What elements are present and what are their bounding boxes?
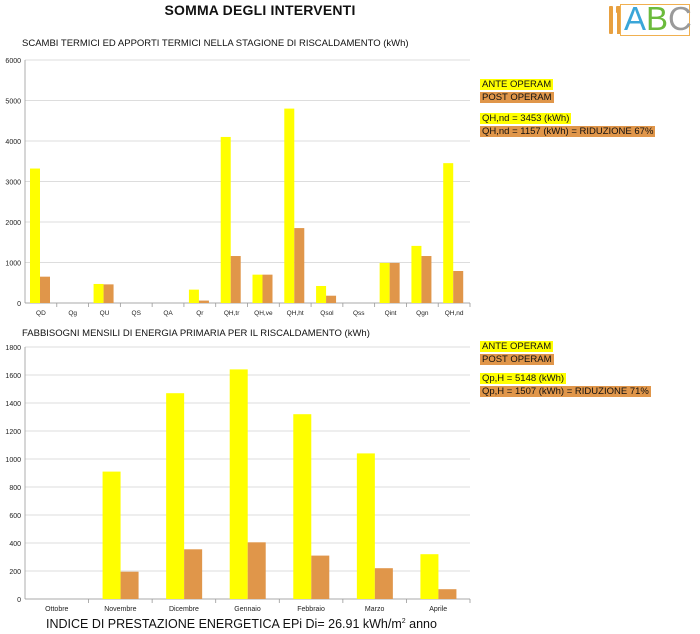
y-tick-label: 1200 — [5, 429, 21, 436]
page-title: SOMMA DEGLI INTERVENTI — [164, 2, 356, 18]
bar-post — [230, 256, 241, 303]
bar-post — [294, 228, 305, 303]
chart1-legend: ANTE OPERAM POST OPERAM QH,nd = 3453 (kW… — [480, 78, 656, 138]
y-tick-label: 4000 — [5, 139, 21, 146]
bar-ante — [229, 369, 248, 599]
screwdriver-shape — [609, 6, 613, 34]
y-tick-label: 1600 — [5, 373, 21, 380]
chart1-title: SCAMBI TERMICI ED APPORTI TERMICI NELLA … — [22, 38, 409, 49]
x-tick-label: QS — [132, 310, 142, 317]
y-tick-label: 200 — [9, 569, 21, 576]
x-tick-label: Febbraio — [297, 606, 325, 613]
bar-ante — [30, 168, 40, 303]
logo: ABC — [608, 0, 692, 37]
y-tick-label: 1000 — [5, 261, 21, 268]
chart1-heat-exchange: 0 1000 2000 3000 4000 5000 6000 QD Qg QU QS QA Qr QH,… — [5, 58, 471, 317]
y-tick-label: 5000 — [5, 99, 21, 106]
y-tick-label: 600 — [9, 513, 21, 520]
x-tick-label: Novembre — [104, 606, 136, 613]
legend2-post-label: POST OPERAM — [480, 354, 554, 365]
bar-ante — [356, 453, 375, 599]
x-tick-label: Aprile — [429, 606, 447, 613]
performance-index-unit: anno — [405, 617, 437, 631]
x-tick-label: Dicembre — [169, 606, 199, 613]
bar-ante — [316, 285, 327, 303]
logo-letter-b: B — [646, 0, 669, 37]
bar-ante — [411, 245, 422, 303]
performance-index: INDICE DI PRESTAZIONE ENERGETICA EPi Di=… — [46, 617, 437, 631]
bar-ante — [220, 136, 231, 303]
y-tick-label: 3000 — [5, 180, 21, 187]
x-tick-label: Gennaio — [234, 606, 261, 613]
chart2-title: FABBISOGNI MENSILI DI ENERGIA PRIMARIA P… — [22, 328, 370, 339]
bar-ante — [293, 414, 312, 599]
x-tick-label: Qss — [353, 310, 365, 317]
x-tick-label: Marzo — [365, 606, 385, 613]
bar-ante — [252, 274, 263, 303]
x-tick-label: QH,ve — [254, 310, 273, 317]
bar-ante — [102, 471, 121, 599]
bar-post — [438, 589, 457, 599]
bar-post — [247, 542, 266, 599]
x-tick-label: Ottobre — [45, 606, 68, 613]
tools-icon — [609, 6, 621, 34]
bar-ante — [284, 108, 295, 303]
legend2-ante-value: Qp,H = 5148 (kWh) — [480, 373, 567, 384]
y-tick-label: 1000 — [5, 457, 21, 464]
x-tick-label: Qgn — [416, 310, 429, 317]
legend1-post-label: POST OPERAM — [480, 92, 554, 103]
bar-post — [421, 256, 432, 303]
bar-post — [262, 274, 273, 303]
bar-post — [389, 262, 400, 303]
legend2-ante-label: ANTE OPERAM — [480, 341, 554, 352]
logo-letter-a: A — [624, 0, 647, 37]
y-tick-label: 800 — [9, 485, 21, 492]
bar-ante — [166, 393, 185, 599]
x-tick-label: QH,ht — [287, 310, 304, 317]
y-tick-label: 400 — [9, 541, 21, 548]
y-tick-label: 2000 — [5, 220, 21, 227]
legend1-post-value: QH,nd = 1157 (kWh) = RIDUZIONE 67% — [480, 126, 656, 137]
wrench-head-shape — [616, 6, 621, 13]
legend2-post-value: Qp,H = 1507 (kWh) = RIDUZIONE 71% — [480, 386, 651, 397]
bar-post — [374, 568, 393, 599]
bar-post — [311, 555, 330, 599]
x-tick-label: QH,tr — [224, 310, 240, 317]
bar-post — [184, 549, 203, 599]
bar-ante — [93, 283, 104, 303]
legend1-ante-value: QH,nd = 3453 (kWh) — [480, 113, 572, 124]
bar-ante — [188, 289, 199, 303]
x-tick-label: QU — [100, 310, 110, 317]
chart2-monthly-energy: 0 200 400 600 800 1000 1200 1400 1600 1800 Ottobre… — [5, 345, 471, 613]
chart2-legend: ANTE OPERAM POST OPERAM Qp,H = 5148 (kWh… — [480, 340, 651, 398]
performance-index-sup: 2 — [401, 617, 406, 625]
y-tick-label: 1800 — [5, 345, 21, 352]
wrench-handle-shape — [617, 13, 620, 34]
logo-frame — [620, 4, 690, 36]
x-tick-label: QA — [163, 310, 173, 317]
y-tick-label: 0 — [17, 301, 21, 308]
bar-post — [198, 300, 209, 303]
bar-ante — [420, 554, 439, 599]
performance-index-text: INDICE DI PRESTAZIONE ENERGETICA EPi Di=… — [46, 617, 402, 631]
y-tick-label: 6000 — [5, 58, 21, 65]
bar-post — [453, 271, 464, 303]
y-tick-label: 1400 — [5, 401, 21, 408]
x-tick-label: Qg — [68, 310, 77, 317]
x-tick-label: Qint — [385, 310, 397, 317]
x-tick-label: QD — [36, 310, 46, 317]
logo-letters: ABC — [624, 0, 692, 38]
bar-post — [120, 571, 139, 599]
y-tick-label: 0 — [17, 597, 21, 604]
x-tick-label: Qr — [196, 310, 204, 317]
bar-ante — [443, 163, 454, 303]
x-tick-label: QH,nd — [445, 310, 464, 317]
legend1-ante-label: ANTE OPERAM — [480, 79, 554, 90]
bar-post — [103, 284, 114, 303]
bar-ante — [379, 262, 390, 303]
bar-post — [40, 276, 50, 303]
logo-letter-c: C — [668, 0, 692, 37]
bar-post — [326, 295, 337, 303]
x-tick-label: Qsol — [320, 310, 334, 317]
